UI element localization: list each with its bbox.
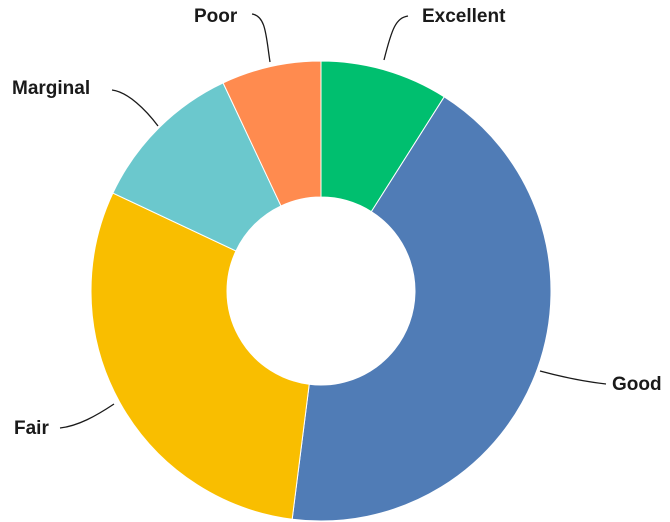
leader-line-fair bbox=[59, 403, 115, 429]
labels-group: Excellent Good Fair Marginal Poor bbox=[12, 6, 662, 439]
slice-label-fair: Fair bbox=[14, 418, 49, 439]
leader-line-excellent bbox=[383, 15, 409, 61]
slice-fair bbox=[90, 192, 310, 520]
slice-label-poor: Poor bbox=[194, 6, 238, 27]
leader-line-marginal bbox=[111, 89, 159, 127]
slice-good bbox=[291, 96, 552, 522]
slice-label-marginal: Marginal bbox=[12, 78, 90, 99]
leader-line-good bbox=[539, 370, 607, 385]
slice-poor bbox=[222, 60, 322, 207]
slice-label-good: Good bbox=[612, 374, 662, 395]
leader-line-poor bbox=[251, 13, 271, 63]
slices-group bbox=[90, 60, 552, 522]
slice-label-excellent: Excellent bbox=[422, 6, 506, 27]
leader-lines-group bbox=[59, 13, 607, 429]
